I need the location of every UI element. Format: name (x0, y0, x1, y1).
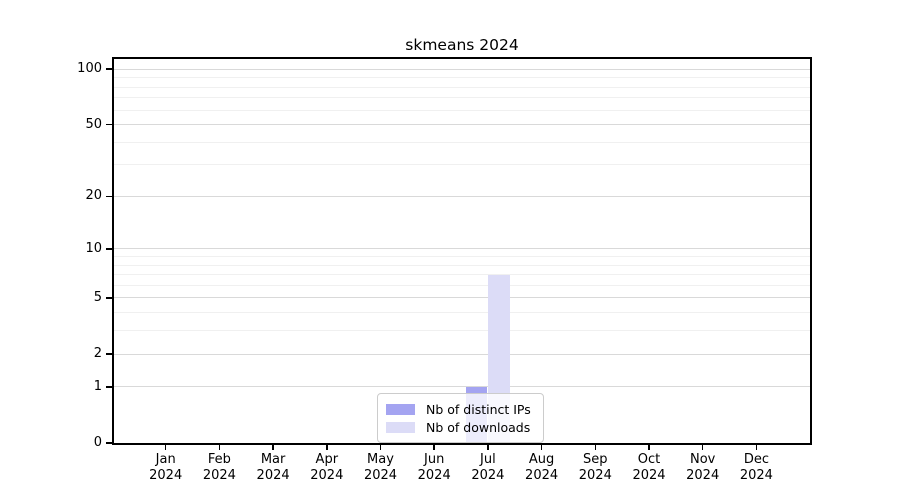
y-major-gridline (114, 353, 810, 355)
y-tick-mark (106, 248, 112, 250)
legend-label: Nb of downloads (426, 419, 531, 435)
x-tick-label: Mar 2024 (243, 452, 303, 484)
y-minor-gridline (114, 86, 810, 88)
y-tick-label: 20 (85, 188, 102, 204)
x-tick-label: Nov 2024 (673, 452, 733, 484)
y-tick-mark (106, 442, 112, 444)
y-minor-gridline (114, 255, 810, 257)
y-minor-gridline (114, 330, 810, 332)
y-major-gridline (114, 248, 810, 250)
x-tick-year: 2024 (417, 468, 451, 483)
legend-swatch-nb-of-downloads (386, 421, 415, 433)
x-tick-mark (648, 445, 650, 450)
gridlines-layer (114, 59, 810, 443)
x-tick-label: Jul 2024 (458, 452, 518, 484)
y-major-gridline (114, 297, 810, 299)
y-tick-label: 2 (93, 346, 102, 361)
x-tick-year: 2024 (739, 468, 773, 483)
x-tick-label: Dec 2024 (726, 452, 786, 484)
y-minor-gridline (114, 164, 810, 166)
x-tick-label: May 2024 (351, 452, 411, 484)
plot-border-box (112, 57, 812, 445)
legend-item: Nb of downloads (384, 419, 537, 435)
y-tick-mark (106, 386, 112, 388)
x-tick-label: Sep 2024 (565, 452, 625, 484)
x-tick-year: 2024 (310, 468, 344, 483)
x-tick-year: 2024 (256, 468, 290, 483)
y-minor-gridline (114, 109, 810, 111)
x-tick-mark (701, 445, 704, 450)
x-tick-mark (540, 445, 543, 450)
y-tick-mark (106, 353, 112, 355)
x-tick-year: 2024 (686, 468, 720, 483)
x-tick-mark (379, 445, 382, 450)
x-tick-year: 2024 (202, 468, 236, 483)
legend-label: Nb of distinct IPs (426, 401, 531, 417)
x-tick-year: 2024 (632, 468, 666, 483)
x-tick-label: Feb 2024 (189, 452, 249, 484)
x-tick-year: 2024 (578, 468, 612, 483)
legend-item: Nb of distinct IPs (384, 401, 537, 417)
x-tick-label: Oct 2024 (619, 452, 679, 484)
y-minor-gridline (114, 264, 810, 266)
x-tick-label: Jun 2024 (404, 452, 464, 484)
y-tick-label: 50 (85, 116, 102, 132)
x-tick-year: 2024 (149, 468, 183, 483)
y-tick-label: 0 (93, 435, 102, 450)
y-tick-mark (106, 195, 112, 198)
y-tick-mark (106, 68, 112, 70)
y-tick-mark (106, 123, 112, 126)
x-tick-label: Jan 2024 (136, 452, 196, 484)
x-tick-label: Apr 2024 (297, 452, 357, 484)
y-major-gridline (114, 124, 810, 126)
y-minor-gridline (114, 274, 810, 276)
y-minor-gridline (114, 141, 810, 143)
y-tick-label: 100 (77, 61, 102, 77)
y-tick-label: 5 (93, 289, 102, 305)
x-tick-mark (218, 445, 221, 450)
legend-swatch-nb-of-distinct-ips (386, 403, 415, 415)
x-tick-mark (326, 445, 328, 450)
plot-area: Nb of distinct IPs Nb of downloads (114, 59, 810, 443)
bars-layer (114, 59, 810, 443)
y-tick-label: 10 (85, 240, 102, 256)
x-tick-year: 2024 (471, 468, 505, 483)
y-minor-gridline (114, 312, 810, 314)
x-tick-mark (755, 445, 758, 450)
x-tick-label: Aug 2024 (512, 452, 572, 484)
y-major-gridline (114, 68, 810, 70)
y-minor-gridline (114, 284, 810, 286)
x-tick-year: 2024 (363, 468, 398, 483)
y-minor-gridline (114, 77, 810, 79)
chart-title: skmeans 2024 (405, 36, 519, 54)
x-tick-mark (487, 445, 489, 450)
y-major-gridline (114, 195, 810, 197)
y-tick-mark (106, 297, 112, 299)
x-tick-mark (164, 445, 167, 450)
x-tick-mark (594, 445, 597, 450)
chart-legend: Nb of distinct IPs Nb of downloads (377, 393, 544, 443)
y-minor-gridline (114, 97, 810, 99)
y-major-gridline (114, 386, 810, 388)
y-tick-label: 1 (93, 378, 102, 394)
x-tick-mark (272, 445, 274, 450)
x-tick-year: 2024 (525, 468, 559, 483)
x-tick-mark (433, 445, 435, 450)
